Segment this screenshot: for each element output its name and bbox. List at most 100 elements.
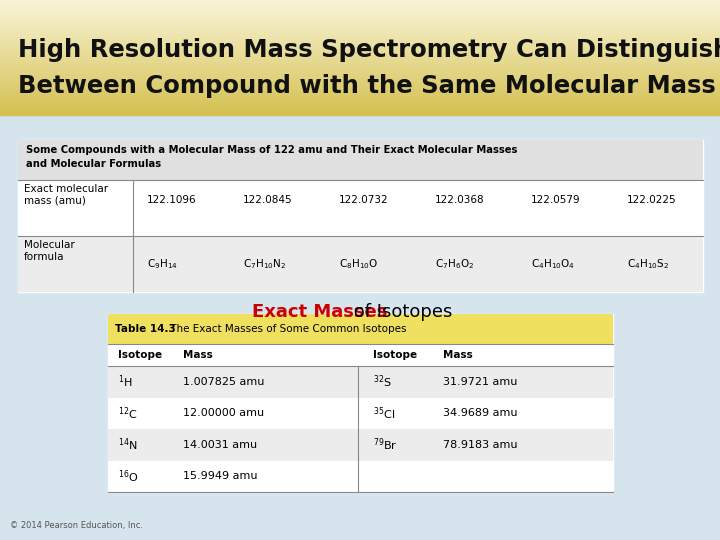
Text: $^{79}$Br: $^{79}$Br [373,436,397,453]
Bar [0,91,720,92]
Text: $^{14}$N: $^{14}$N [118,436,138,453]
Text: 122.1096: 122.1096 [147,195,197,205]
Bar [0,105,720,106]
Bar [0,56,720,57]
Text: Table 14.3: Table 14.3 [115,324,176,334]
Bar [0,93,720,95]
Bar [0,76,720,78]
Bar [0,13,720,15]
Bar [0,53,720,55]
Bar [0,26,720,28]
Bar [0,111,720,112]
Bar [0,80,720,82]
Text: C$_9$H$_{14}$: C$_9$H$_{14}$ [147,257,178,271]
Bar [0,85,720,86]
Text: of Isotopes: of Isotopes [348,303,452,321]
Text: C$_7$H$_6$O$_2$: C$_7$H$_6$O$_2$ [435,257,474,271]
Text: High Resolution Mass Spectrometry Can Distinguish: High Resolution Mass Spectrometry Can Di… [18,38,720,62]
Bar [0,16,720,17]
Bar [0,50,720,52]
Text: $^{12}$C: $^{12}$C [118,405,138,422]
Text: $^{32}$S: $^{32}$S [373,374,392,390]
Text: 1.007825 amu: 1.007825 amu [183,377,264,387]
Bar [0,0,720,2]
Bar [0,6,720,7]
Text: 122.0579: 122.0579 [531,195,580,205]
Bar [0,28,720,29]
Bar [0,99,720,100]
Bar [0,33,720,35]
Text: Between Compound with the Same Molecular Mass: Between Compound with the Same Molecular… [18,74,716,98]
Bar [0,72,720,73]
Bar [0,29,720,30]
Bar [0,22,720,23]
Bar [0,55,720,56]
Bar [0,19,720,20]
Bar [0,48,720,49]
Text: $^{35}$Cl: $^{35}$Cl [373,405,395,422]
Text: Some Compounds with a Molecular Mass of 122 amu and Their Exact Molecular Masses: Some Compounds with a Molecular Mass of … [26,145,518,155]
Bar [0,75,720,76]
Text: 14.0031 amu: 14.0031 amu [183,440,257,450]
Bar [108,429,613,461]
Text: 12.00000 amu: 12.00000 amu [183,408,264,418]
Text: © 2014 Pearson Education, Inc.: © 2014 Pearson Education, Inc. [10,521,143,530]
Bar [0,62,720,63]
Text: C$_7$H$_{10}$N$_2$: C$_7$H$_{10}$N$_2$ [243,257,287,271]
Bar [0,109,720,111]
Bar [0,104,720,105]
Text: 78.9183 amu: 78.9183 amu [443,440,518,450]
Text: $^{16}$O: $^{16}$O [118,468,138,484]
Bar [0,3,720,4]
Bar [0,20,720,22]
Text: The Exact Masses of Some Common Isotopes: The Exact Masses of Some Common Isotopes [167,324,407,334]
Bar [0,32,720,33]
Text: 122.0845: 122.0845 [243,195,292,205]
Text: 15.9949 amu: 15.9949 amu [183,471,258,481]
Text: 31.9721 amu: 31.9721 amu [443,377,518,387]
Text: Exact molecular
mass (amu): Exact molecular mass (amu) [24,184,108,206]
Bar [0,70,720,72]
Text: C$_4$H$_{10}$O$_4$: C$_4$H$_{10}$O$_4$ [531,257,575,271]
Bar [0,10,720,11]
Bar [0,43,720,45]
Bar [18,140,703,180]
Text: Mass: Mass [443,350,473,360]
Bar [0,11,720,13]
Bar [0,100,720,102]
Bar [0,36,720,37]
Bar [0,39,720,40]
Bar [108,314,613,492]
Bar [0,24,720,26]
Bar [18,140,703,292]
Bar [0,45,720,46]
Bar [0,40,720,42]
Bar [0,59,720,60]
Bar [0,66,720,68]
Bar [0,113,720,115]
Bar [0,15,720,16]
Bar [0,112,720,113]
Bar [0,92,720,93]
Bar [0,35,720,36]
Text: 122.0732: 122.0732 [339,195,389,205]
Bar [0,9,720,10]
Bar [0,52,720,53]
Bar [0,49,720,50]
Bar [0,86,720,87]
Bar [0,60,720,62]
Bar [0,2,720,3]
Text: Isotope: Isotope [373,350,417,360]
Text: Exact Masses: Exact Masses [252,303,387,321]
Bar [0,68,720,69]
Bar [0,95,720,96]
Bar [18,236,703,292]
Bar [0,83,720,85]
Bar [0,65,720,66]
Bar [0,69,720,70]
Bar [0,89,720,91]
Text: 122.0368: 122.0368 [435,195,485,205]
Bar [0,46,720,48]
Bar [0,108,720,109]
Text: C$_8$H$_{10}$O: C$_8$H$_{10}$O [339,257,378,271]
